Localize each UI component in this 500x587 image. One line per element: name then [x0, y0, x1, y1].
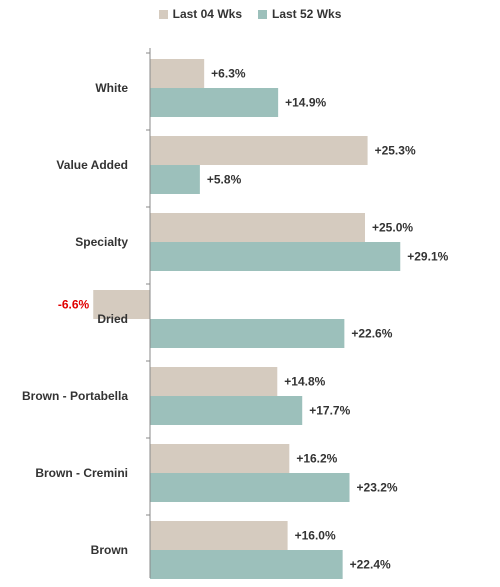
data-label-brown-last-04-wks: +16.0% — [295, 529, 336, 543]
bar-brown-last-52-wks — [150, 550, 343, 579]
bar-dried-last-04-wks — [93, 290, 150, 319]
legend-swatch-last-04-wks — [158, 9, 168, 19]
data-label-brown-portabella-last-04-wks: +14.8% — [284, 375, 325, 389]
category-label-brown-cremini: Brown - Cremini — [35, 466, 128, 480]
data-label-specialty-last-04-wks: +25.0% — [372, 221, 413, 235]
legend-label-last-52-wks: Last 52 Wks — [272, 7, 342, 21]
bar-white-last-04-wks — [150, 59, 205, 88]
data-label-value-added-last-04-wks: +25.3% — [375, 144, 416, 158]
data-label-white-last-04-wks: +6.3% — [211, 67, 246, 81]
bar-white-last-52-wks — [150, 88, 279, 117]
data-label-specialty-last-52-wks: +29.1% — [407, 250, 448, 264]
bar-value-added-last-52-wks — [150, 165, 200, 194]
bar-brown-cremini-last-04-wks — [150, 444, 290, 473]
data-label-brown-cremini-last-04-wks: +16.2% — [296, 452, 337, 466]
category-label-dried: Dried — [97, 312, 128, 326]
bar-specialty-last-04-wks — [150, 213, 365, 242]
legend: Last 04 Wks Last 52 Wks — [0, 7, 500, 21]
category-label-brown: Brown — [91, 543, 128, 557]
category-label-value-added: Value Added — [56, 158, 128, 172]
data-label-dried-last-52-wks: +22.6% — [351, 327, 392, 341]
data-label-brown-last-52-wks: +22.4% — [350, 558, 391, 572]
data-label-white-last-52-wks: +14.9% — [285, 96, 326, 110]
category-label-specialty: Specialty — [75, 235, 128, 249]
data-label-value-added-last-52-wks: +5.8% — [207, 173, 242, 187]
data-label-brown-portabella-last-52-wks: +17.7% — [309, 404, 350, 418]
category-label-white: White — [95, 81, 128, 95]
bar-brown-cremini-last-52-wks — [150, 473, 350, 502]
legend-item-last-04-wks: Last 04 Wks — [158, 7, 242, 21]
data-label-brown-cremini-last-52-wks: +23.2% — [357, 481, 398, 495]
bar-brown-portabella-last-04-wks — [150, 367, 278, 396]
bar-brown-last-04-wks — [150, 521, 288, 550]
bar-specialty-last-52-wks — [150, 242, 401, 271]
bar-brown-portabella-last-52-wks — [150, 396, 303, 425]
bar-dried-last-52-wks — [150, 319, 345, 348]
legend-label-last-04-wks: Last 04 Wks — [172, 7, 242, 21]
bar-value-added-last-04-wks — [150, 136, 368, 165]
data-label-dried-last-04-wks: -6.6% — [58, 298, 90, 312]
legend-item-last-52-wks: Last 52 Wks — [258, 7, 341, 21]
category-label-brown-portabella: Brown - Portabella — [22, 389, 128, 403]
legend-swatch-last-52-wks — [258, 9, 267, 19]
